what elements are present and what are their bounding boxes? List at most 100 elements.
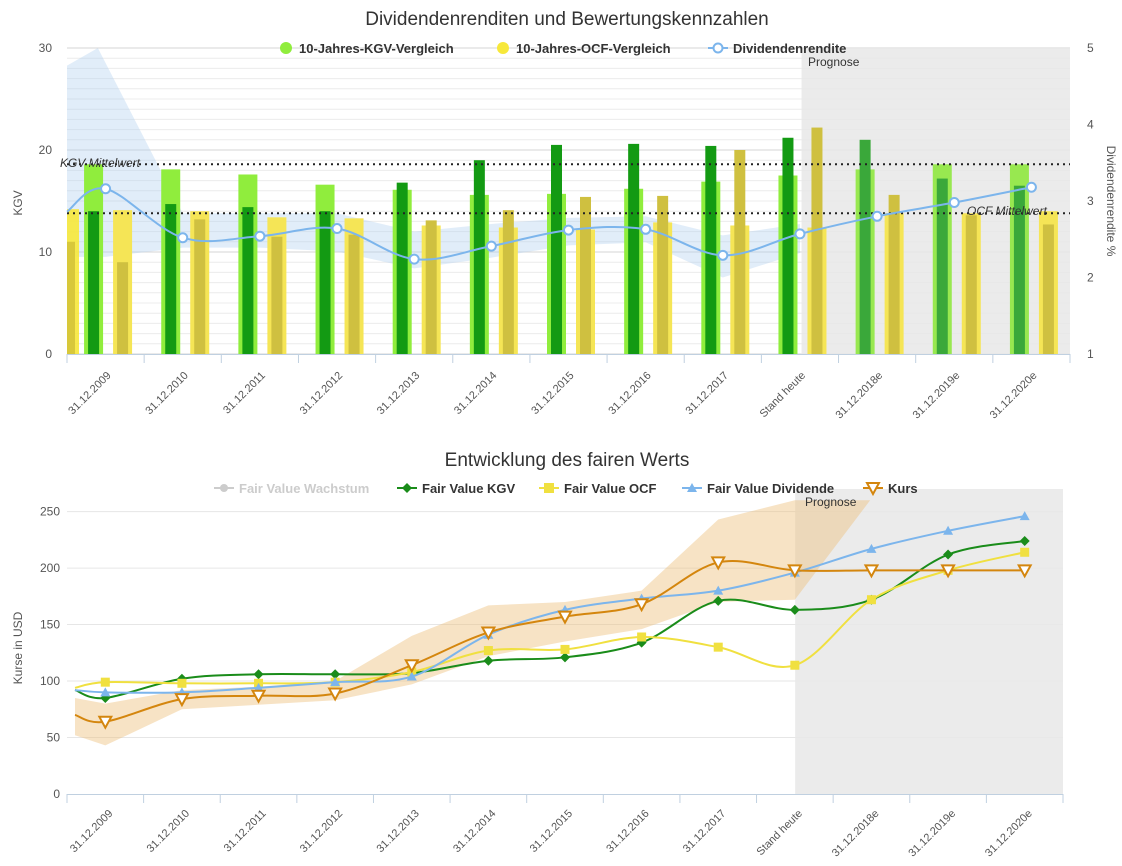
point-fair-value-ocf	[637, 632, 647, 642]
bar-ocf	[117, 262, 129, 354]
bar-ocf	[734, 150, 746, 354]
point-fair-value-ocf	[790, 660, 800, 670]
legend-label-dividend-yield: Dividendenrendite	[733, 41, 846, 56]
legend-label-kgv-comparison: 10-Jahres-KGV-Vergleich	[299, 41, 454, 56]
bar-kgv	[1013, 185, 1025, 354]
chart2-forecast-label: Prognose	[805, 495, 857, 509]
dividend-yield-point	[948, 197, 960, 209]
x-tick-label: 31.12.2011	[222, 808, 269, 855]
price-range-band	[75, 500, 871, 746]
x-tick-label: 31.12.2016	[604, 808, 651, 855]
y-tick-label: 10	[39, 245, 53, 259]
bar-ocf	[657, 195, 669, 354]
dividend-yield-point	[794, 228, 806, 240]
point-fair-value-dividende	[100, 687, 111, 697]
y-tick-label: 30	[39, 41, 53, 55]
legend-label-fair-value-kgv: Fair Value KGV	[422, 481, 516, 496]
dividend-yield-point	[717, 249, 729, 261]
chart1-y2-axis-label: Dividendenrendite %	[1104, 146, 1118, 257]
bar-ocf-edge	[67, 241, 75, 354]
legend-marker-fair-value-kgv	[402, 483, 412, 493]
y2-tick-label: 4	[1087, 118, 1094, 132]
point-fair-value-ocf	[1020, 547, 1030, 557]
line-kurs	[74, 559, 1025, 724]
y2-tick-label: 5	[1087, 41, 1094, 55]
bar-kgv	[242, 207, 254, 354]
point-fair-value-ocf	[483, 646, 493, 656]
legend-item-kgv-comparison[interactable]: 10-Jahres-KGV-Vergleich	[280, 41, 454, 56]
legend-marker-fair-value-growth	[220, 484, 228, 492]
point-kurs	[404, 659, 420, 674]
chart2-forecast-area	[795, 489, 1063, 794]
bar-kgv	[628, 143, 640, 354]
dividend-yield-point	[640, 223, 652, 235]
bar-kgv	[319, 211, 331, 354]
legend-item-fair-value-ocf[interactable]: Fair Value OCF	[539, 481, 657, 496]
point-kurs	[1017, 564, 1033, 579]
chart2-y-axis-label: Kurse in USD	[11, 611, 25, 684]
point-fair-value-dividende	[943, 525, 954, 535]
dividend-yield-point	[408, 253, 420, 265]
point-kurs	[97, 715, 113, 730]
bar-kgv	[782, 137, 794, 354]
bar-ocf	[194, 219, 206, 354]
legend-item-dividend-yield[interactable]: Dividendenrendite	[708, 41, 846, 56]
legend-label-kurs: Kurs	[888, 481, 918, 496]
x-tick-label: 31.12.2014	[451, 808, 498, 855]
y-tick-label: 20	[39, 143, 53, 157]
point-fair-value-kgv	[713, 595, 724, 606]
x-tick-label: 31.12.2017	[681, 808, 728, 855]
legend-item-ocf-comparison[interactable]: 10-Jahres-OCF-Vergleich	[497, 41, 671, 56]
x-tick-label: 31.12.2013	[374, 808, 421, 855]
x-tick-label: 31.12.2020e	[983, 808, 1035, 860]
x-tick-label: 31.12.2012	[298, 808, 345, 855]
x-tick-label: 31.12.2016	[606, 370, 653, 417]
point-fair-value-ocf	[866, 595, 876, 605]
y2-tick-label: 1	[1087, 347, 1094, 361]
bar-kgv	[396, 182, 408, 354]
dividend-yield-point	[871, 210, 883, 222]
point-kurs	[480, 626, 497, 641]
bar-kgv	[88, 211, 100, 354]
chart1-y-axis-label: KGV	[11, 190, 25, 215]
legend-item-fair-value-kgv[interactable]: Fair Value KGV	[397, 481, 516, 496]
bar-ocf	[348, 234, 360, 354]
x-tick-label: 31.12.2020e	[988, 370, 1040, 422]
dividend-yield-point	[177, 232, 189, 244]
legend-item-fair-value-growth[interactable]: Fair Value Wachstum	[214, 481, 369, 496]
x-tick-label: 31.12.2015	[528, 808, 575, 855]
bar-ocf	[888, 194, 900, 354]
point-fair-value-kgv	[560, 652, 570, 663]
point-kurs	[863, 564, 880, 579]
legend-item-fair-value-dividend[interactable]: Fair Value Dividende	[682, 481, 834, 496]
point-fair-value-dividende	[866, 543, 877, 553]
bar-ocf	[271, 236, 283, 354]
point-kurs	[633, 598, 650, 613]
dividend-yield-point	[100, 183, 112, 195]
point-fair-value-dividende	[713, 585, 724, 595]
point-fair-value-dividende	[330, 677, 341, 687]
dividend-yield-point	[254, 230, 266, 242]
line-fair-value-dividende	[74, 515, 1025, 694]
legend-label-fair-value-dividend: Fair Value Dividende	[707, 481, 834, 496]
dividend-yield-point	[485, 240, 497, 252]
point-fair-value-kgv	[253, 669, 264, 680]
bar-ocf	[425, 220, 437, 354]
x-tick-label: Stand heute	[755, 808, 805, 858]
x-tick-label: Stand heute	[758, 370, 808, 420]
bar-ocf	[965, 215, 977, 354]
legend-marker-kgv-comparison	[280, 42, 292, 54]
point-fair-value-kgv	[789, 604, 800, 615]
bar-ocf	[580, 196, 591, 354]
point-kurs	[174, 693, 190, 708]
legend-label-fair-value-ocf: Fair Value OCF	[564, 481, 657, 496]
point-fair-value-kgv	[943, 549, 954, 560]
dividend-yield-line	[66, 186, 1032, 261]
x-tick-label: 31.12.2010	[143, 370, 190, 417]
legend-item-kurs[interactable]: Kurs	[863, 481, 918, 497]
point-fair-value-ocf	[177, 678, 187, 688]
x-tick-label: 31.12.2019e	[911, 370, 963, 422]
point-fair-value-dividende	[406, 671, 417, 681]
x-tick-label: 31.12.2018e	[830, 808, 882, 860]
